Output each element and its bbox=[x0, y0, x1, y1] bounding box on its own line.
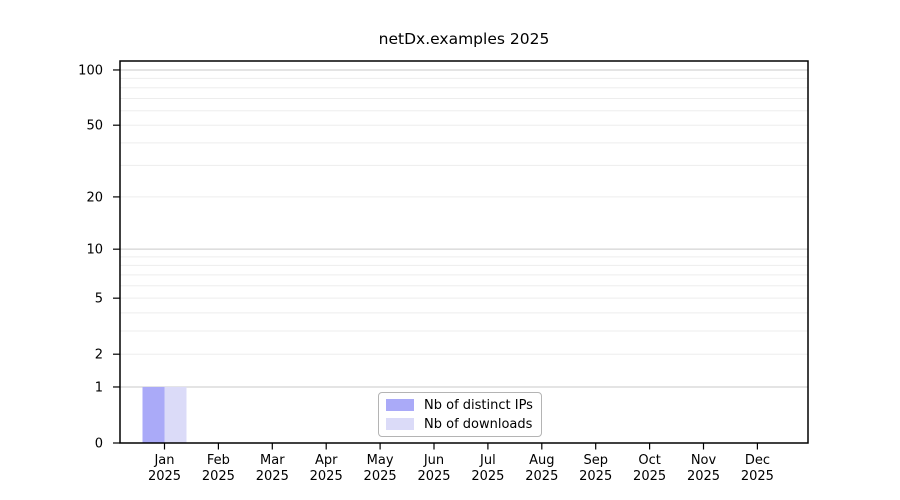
x-tick-label-year: 2025 bbox=[364, 469, 397, 484]
y-tick-label: 10 bbox=[86, 243, 103, 258]
legend-label-distinct-ips: Nb of distinct IPs bbox=[424, 397, 533, 413]
legend-row-downloads: Nb of downloads bbox=[386, 415, 541, 434]
x-tick-label-year: 2025 bbox=[633, 469, 666, 484]
legend-label-downloads: Nb of downloads bbox=[424, 416, 533, 432]
x-tick-label-month: Nov bbox=[691, 453, 717, 468]
legend: Nb of distinct IPs Nb of downloads bbox=[378, 392, 542, 437]
x-tick-label-year: 2025 bbox=[525, 469, 558, 484]
x-tick-label-month: Feb bbox=[207, 453, 230, 468]
x-tick-label-month: Dec bbox=[745, 453, 770, 468]
x-tick-label-year: 2025 bbox=[202, 469, 235, 484]
x-tick-label-year: 2025 bbox=[579, 469, 612, 484]
bar-nb-of-distinct-ips-jan bbox=[142, 386, 165, 443]
x-tick-label-month: Mar bbox=[260, 453, 285, 468]
bar-nb-of-downloads-jan bbox=[164, 386, 187, 443]
y-tick-label: 20 bbox=[86, 190, 103, 205]
legend-row-distinct-ips: Nb of distinct IPs bbox=[386, 396, 541, 415]
x-tick-label-month: Jul bbox=[479, 453, 496, 468]
legend-swatch-downloads bbox=[386, 418, 414, 430]
y-tick-label: 50 bbox=[86, 119, 103, 134]
x-tick-label-month: Oct bbox=[638, 453, 660, 468]
x-tick-label-year: 2025 bbox=[256, 469, 289, 484]
x-tick-label-year: 2025 bbox=[417, 469, 450, 484]
x-tick-label-year: 2025 bbox=[148, 469, 181, 484]
y-tick-label: 1 bbox=[95, 380, 103, 395]
y-tick-label: 0 bbox=[95, 437, 103, 452]
y-tick-label: 2 bbox=[95, 348, 103, 363]
x-tick-label-month: May bbox=[367, 453, 394, 468]
x-tick-label-year: 2025 bbox=[471, 469, 504, 484]
x-tick-label-month: Jan bbox=[153, 453, 174, 468]
x-tick-label-month: Aug bbox=[529, 453, 554, 468]
x-tick-label-year: 2025 bbox=[741, 469, 774, 484]
x-tick-label-month: Sep bbox=[583, 453, 608, 468]
y-tick-label: 100 bbox=[78, 63, 103, 78]
y-tick-label: 5 bbox=[95, 292, 103, 307]
x-tick-label-month: Jun bbox=[423, 453, 444, 468]
legend-swatch-distinct-ips bbox=[386, 399, 414, 411]
x-tick-label-month: Apr bbox=[315, 453, 338, 468]
plot-border bbox=[119, 60, 809, 444]
x-tick-label-year: 2025 bbox=[310, 469, 343, 484]
x-tick-label-year: 2025 bbox=[687, 469, 720, 484]
chart-title: netDx.examples 2025 bbox=[378, 30, 550, 48]
